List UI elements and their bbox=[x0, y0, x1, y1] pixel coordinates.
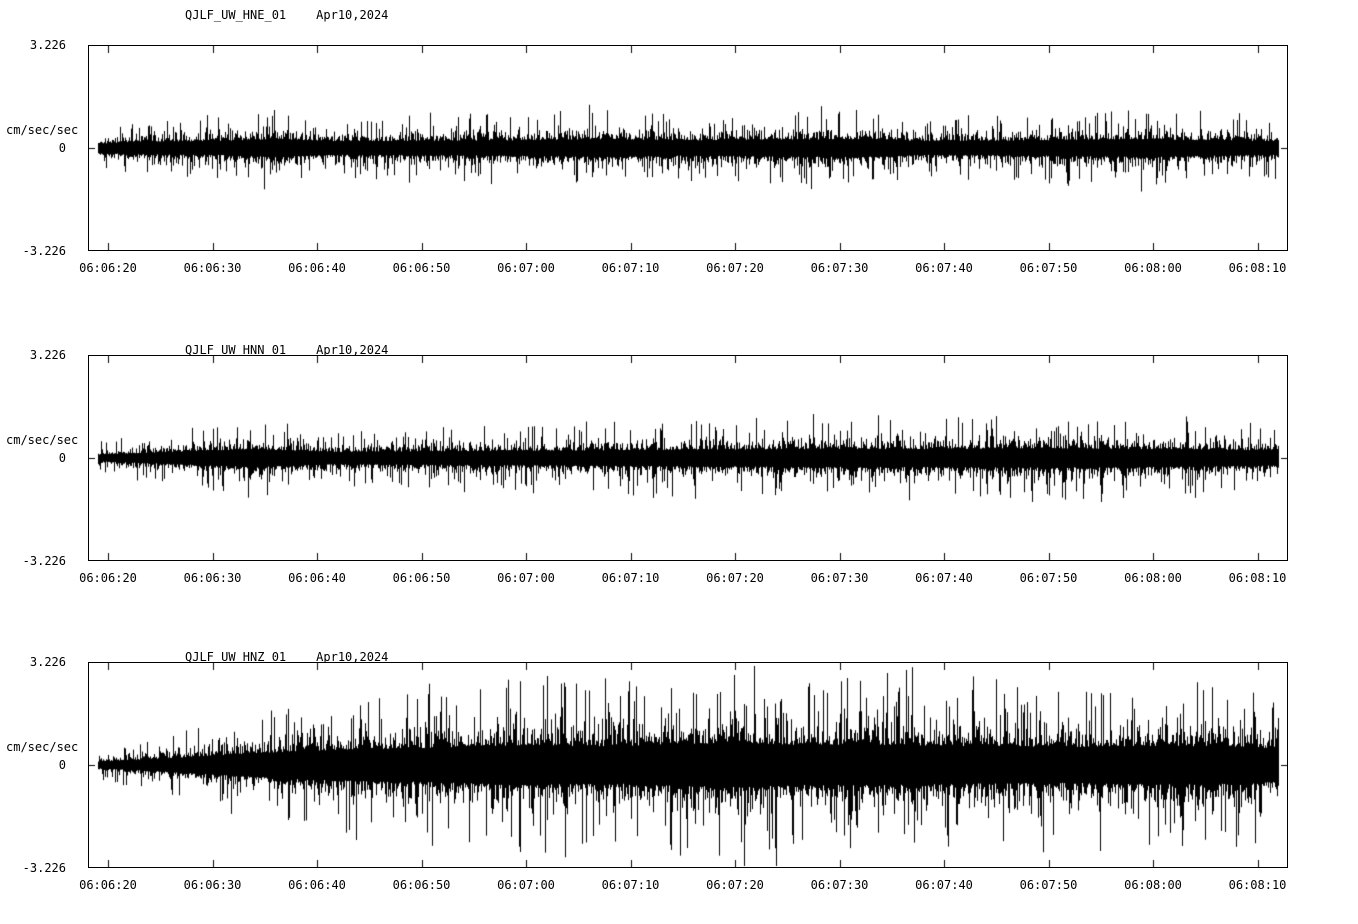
y-axis-unit-label: cm/sec/sec bbox=[6, 433, 79, 447]
x-tick-label: 06:07:30 bbox=[810, 571, 869, 585]
x-tick-label: 06:08:00 bbox=[1124, 571, 1182, 585]
x-tick-label: 06:06:40 bbox=[288, 878, 346, 892]
x-tick-label: 06:06:20 bbox=[79, 571, 137, 585]
y-axis-unit-label: cm/sec/sec bbox=[6, 740, 79, 754]
y-axis-unit-label: cm/sec/sec bbox=[6, 123, 79, 137]
y-tick-label-max: 3.226 bbox=[29, 348, 66, 362]
panel-title: QJLF_UW_HNZ_01 Apr10,2024 bbox=[185, 650, 388, 664]
plot-area bbox=[88, 45, 1288, 251]
x-tick-label: 06:06:30 bbox=[183, 878, 242, 892]
y-tick-label-zero: 0 bbox=[58, 141, 66, 155]
y-tick-label-min: -3.226 bbox=[22, 861, 66, 875]
x-tick-label: 06:07:50 bbox=[1019, 878, 1078, 892]
seismogram-panel-hnn: QJLF_UW_HNN_01 Apr10,2024 3.226 cm/sec/s… bbox=[0, 315, 1358, 615]
seismogram-panel-hne: QJLF_UW_HNE_01 Apr10,2024 3.226 cm/sec/s… bbox=[0, 5, 1358, 305]
station-channel-label: QJLF_UW_HNE_01 bbox=[185, 8, 287, 22]
waveform-trace-canvas bbox=[89, 46, 1287, 250]
x-tick-label: 06:07:20 bbox=[706, 261, 764, 275]
y-tick-label-max: 3.226 bbox=[29, 655, 66, 669]
x-tick-label: 06:06:20 bbox=[79, 261, 137, 275]
station-channel-label: QJLF_UW_HNZ_01 bbox=[185, 650, 287, 664]
x-tick-label: 06:06:50 bbox=[392, 878, 451, 892]
x-tick-label: 06:06:50 bbox=[392, 261, 451, 275]
plot-area bbox=[88, 355, 1288, 561]
y-tick-label-min: -3.226 bbox=[22, 554, 66, 568]
x-tick-label: 06:07:10 bbox=[601, 878, 660, 892]
x-tick-label: 06:08:10 bbox=[1228, 261, 1287, 275]
station-channel-label: QJLF_UW_HNN_01 bbox=[185, 343, 287, 357]
x-tick-label: 06:06:40 bbox=[288, 261, 346, 275]
x-tick-label: 06:07:40 bbox=[915, 571, 973, 585]
x-tick-label: 06:07:20 bbox=[706, 878, 764, 892]
x-tick-label: 06:06:50 bbox=[392, 571, 451, 585]
y-tick-label-zero: 0 bbox=[58, 451, 66, 465]
date-label: Apr10,2024 bbox=[316, 343, 389, 357]
y-tick-label-min: -3.226 bbox=[22, 244, 66, 258]
date-label: Apr10,2024 bbox=[316, 8, 389, 22]
x-tick-label: 06:07:10 bbox=[601, 571, 660, 585]
y-tick-label-max: 3.226 bbox=[29, 38, 66, 52]
x-axis-tick-labels: 06:06:20 06:06:30 06:06:40 06:06:50 06:07:00… bbox=[0, 571, 1358, 587]
x-axis-tick-labels: 06:06:20 06:06:30 06:06:40 06:06:50 06:07:00… bbox=[0, 261, 1358, 277]
x-tick-label: 06:06:30 bbox=[183, 571, 242, 585]
x-tick-label: 06:07:00 bbox=[497, 261, 555, 275]
x-tick-label: 06:08:00 bbox=[1124, 261, 1182, 275]
x-tick-label: 06:06:40 bbox=[288, 571, 346, 585]
x-tick-label: 06:06:30 bbox=[183, 261, 242, 275]
x-tick-label: 06:07:50 bbox=[1019, 261, 1078, 275]
x-tick-label: 06:08:10 bbox=[1228, 571, 1287, 585]
x-tick-label: 06:07:40 bbox=[915, 261, 973, 275]
x-tick-label: 06:07:00 bbox=[497, 878, 555, 892]
plot-area bbox=[88, 662, 1288, 868]
x-tick-label: 06:07:50 bbox=[1019, 571, 1078, 585]
seismogram-panel-hnz: QJLF_UW_HNZ_01 Apr10,2024 3.226 cm/sec/s… bbox=[0, 622, 1358, 922]
x-tick-label: 06:08:00 bbox=[1124, 878, 1182, 892]
x-tick-label: 06:07:30 bbox=[810, 878, 869, 892]
waveform-trace-canvas bbox=[89, 356, 1287, 560]
x-tick-label: 06:07:20 bbox=[706, 571, 764, 585]
waveform-trace-canvas bbox=[89, 663, 1287, 867]
x-tick-label: 06:06:20 bbox=[79, 878, 137, 892]
x-tick-label: 06:08:10 bbox=[1228, 878, 1287, 892]
panel-title: QJLF_UW_HNN_01 Apr10,2024 bbox=[185, 343, 388, 357]
panel-title: QJLF_UW_HNE_01 Apr10,2024 bbox=[185, 8, 388, 22]
x-tick-label: 06:07:40 bbox=[915, 878, 973, 892]
x-tick-label: 06:07:00 bbox=[497, 571, 555, 585]
x-tick-label: 06:07:10 bbox=[601, 261, 660, 275]
x-tick-label: 06:07:30 bbox=[810, 261, 869, 275]
y-tick-label-zero: 0 bbox=[58, 758, 66, 772]
x-axis-tick-labels: 06:06:20 06:06:30 06:06:40 06:06:50 06:07:00… bbox=[0, 878, 1358, 894]
date-label: Apr10,2024 bbox=[316, 650, 389, 664]
